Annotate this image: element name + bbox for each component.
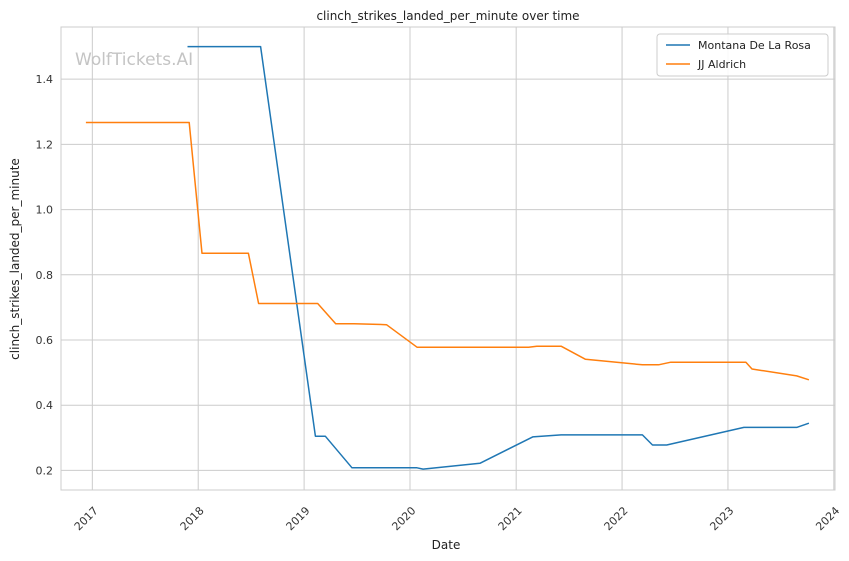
grid-lines bbox=[61, 27, 835, 490]
legend-box bbox=[656, 33, 829, 77]
legend: Montana De La Rosa JJ Aldrich bbox=[656, 33, 829, 77]
series-line-0 bbox=[187, 45, 810, 470]
series-line-1 bbox=[85, 121, 810, 381]
y-tick-label: 1.0 bbox=[36, 204, 54, 217]
series-lines bbox=[85, 45, 810, 470]
legend-label-0: Montana De La Rosa bbox=[698, 39, 811, 52]
y-tick-label: 0.4 bbox=[36, 399, 54, 412]
y-tick-label: 1.4 bbox=[36, 73, 54, 86]
watermark: WolfTickets.AI bbox=[75, 50, 193, 70]
y-axis-ticks: 0.2 0.4 0.6 0.8 1.0 1.2 1.4 bbox=[36, 73, 54, 477]
plot-frame bbox=[60, 26, 836, 491]
y-axis-title: clinch_strikes_landed_per_minute bbox=[8, 158, 22, 360]
y-tick-label: 0.6 bbox=[36, 334, 54, 347]
y-tick-label: 0.2 bbox=[36, 464, 54, 477]
y-tick-label: 1.2 bbox=[36, 138, 54, 151]
chart-title: clinch_strikes_landed_per_minute over ti… bbox=[316, 9, 579, 23]
y-tick-label: 0.8 bbox=[36, 269, 54, 282]
legend-label-1: JJ Aldrich bbox=[697, 58, 746, 71]
x-axis-title: Date bbox=[432, 538, 461, 552]
